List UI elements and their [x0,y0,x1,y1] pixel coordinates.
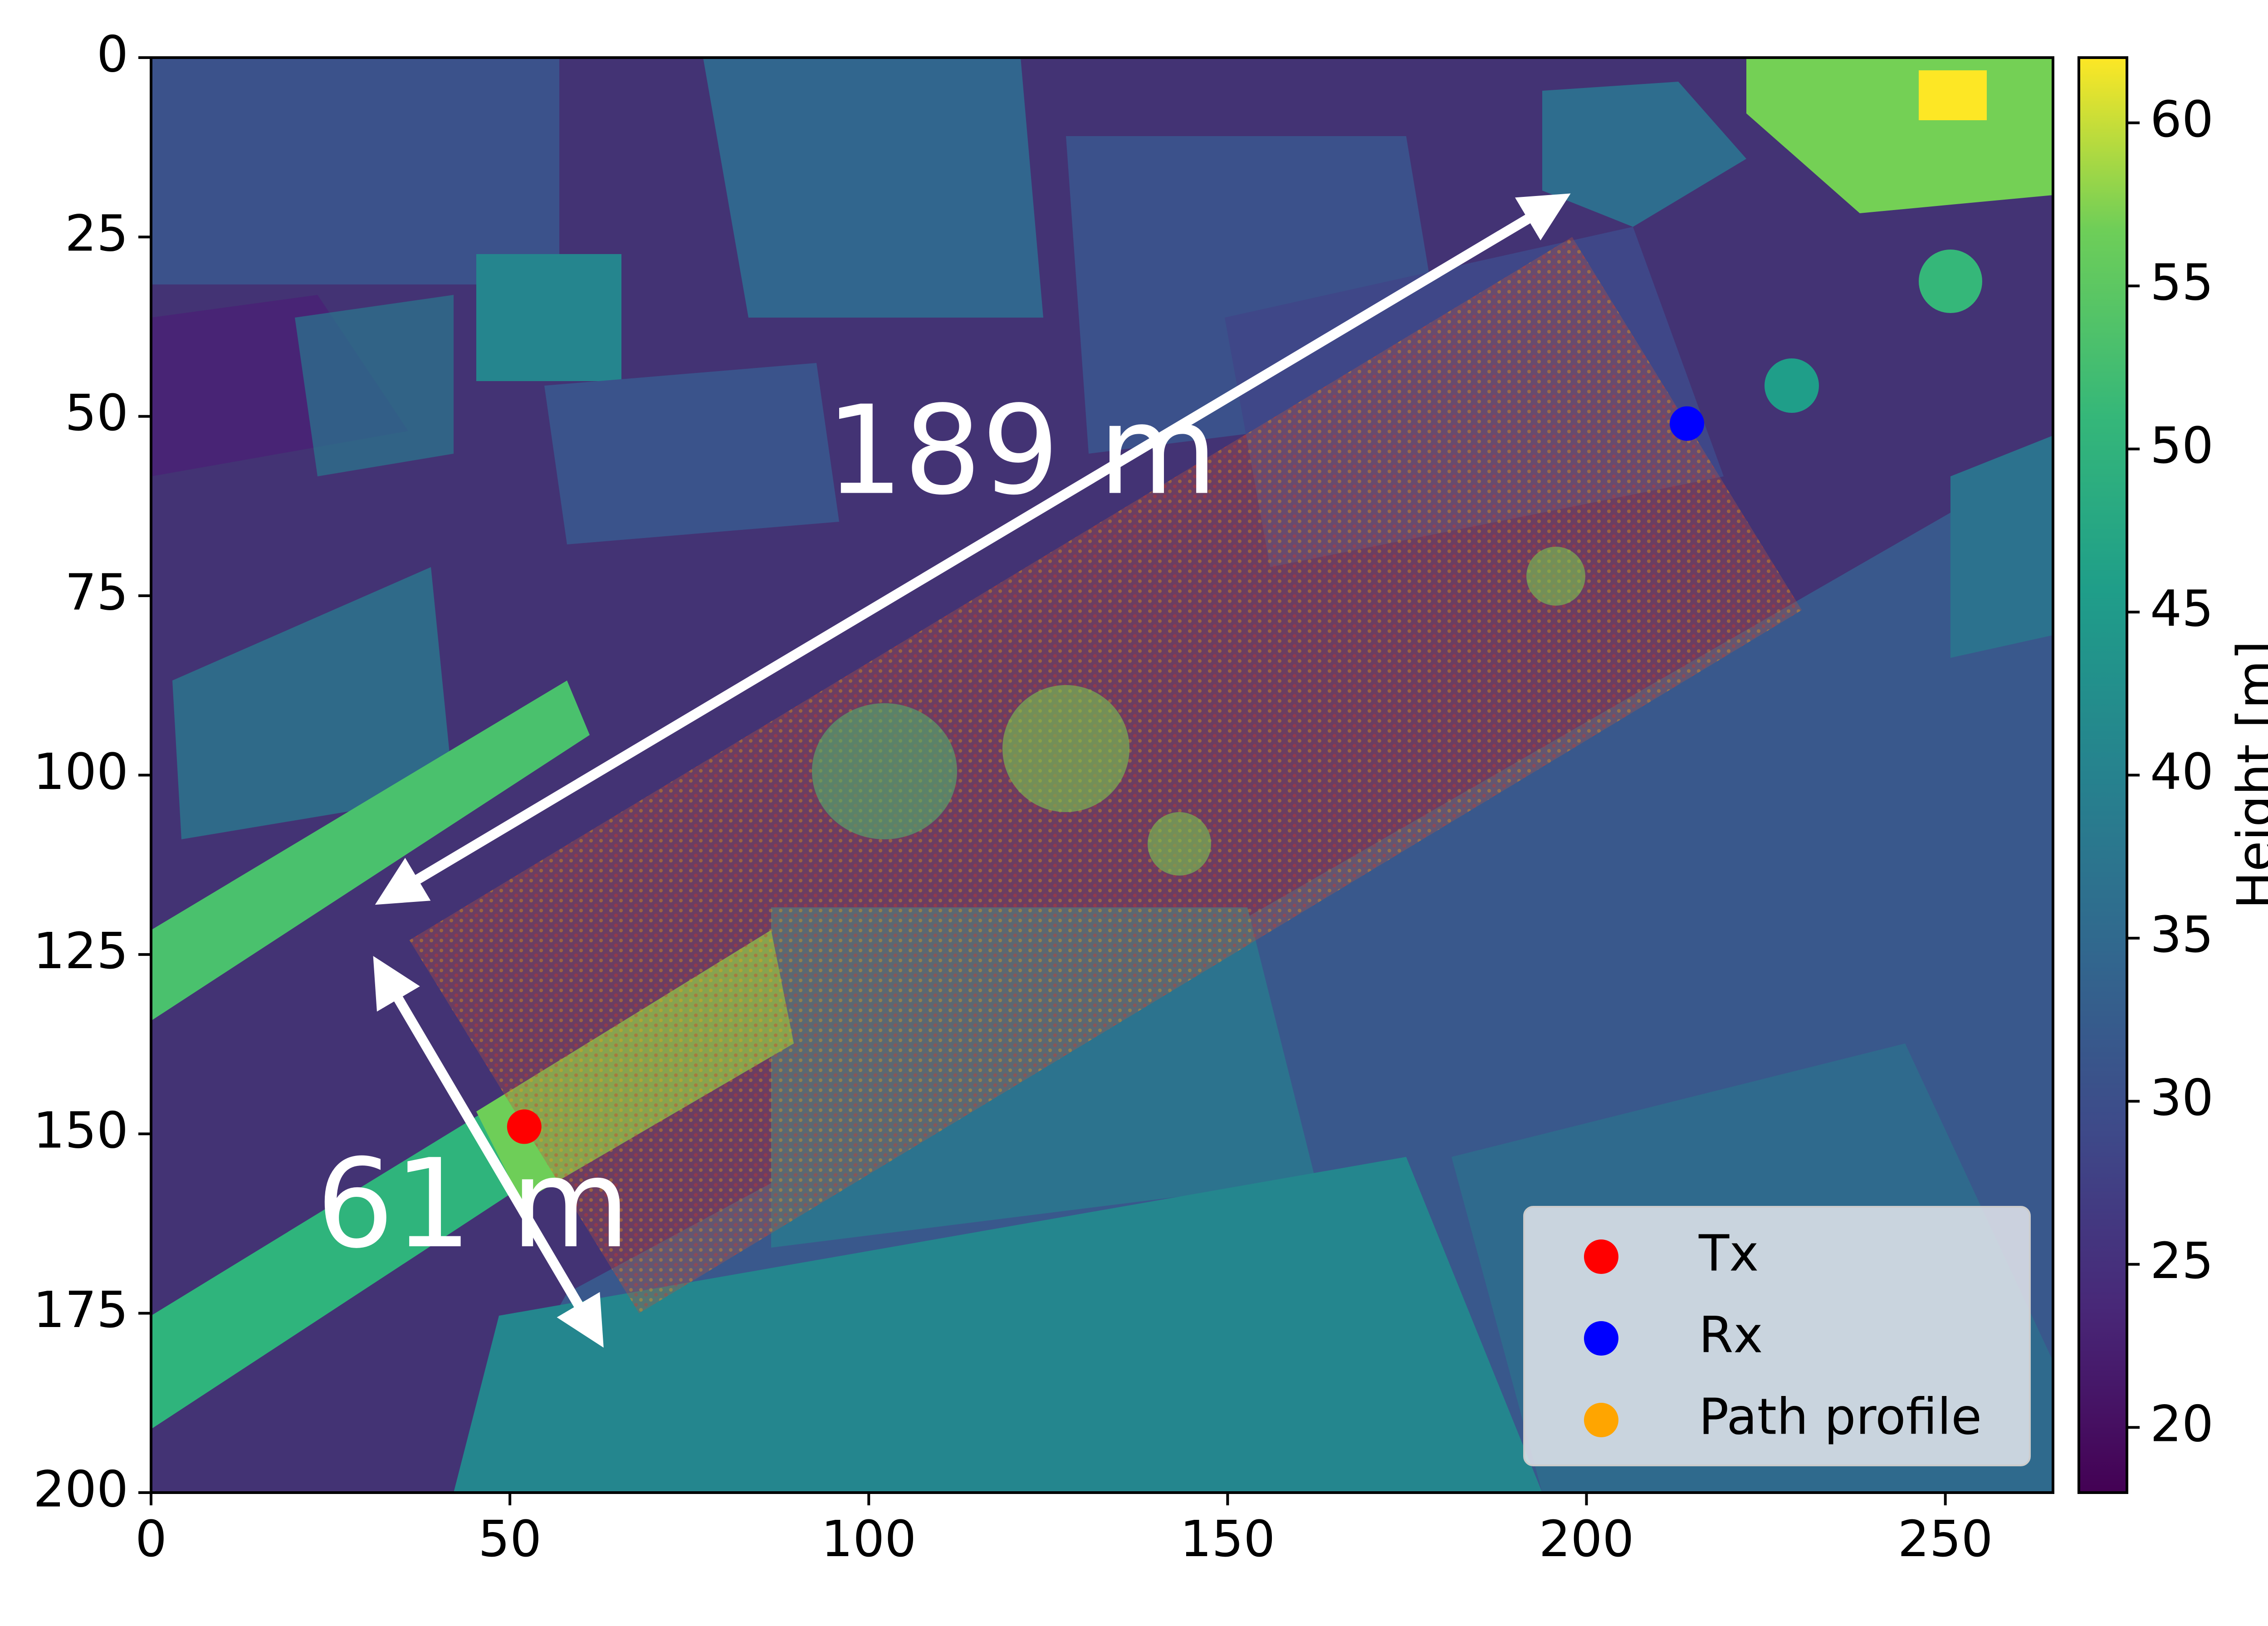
distance-arrow-189 [375,193,1571,905]
distance-label-61: 61 m [316,1132,630,1275]
y-tick-label: 0 [97,25,128,83]
legend-path-marker [1584,1403,1618,1437]
colorbar-tick-label: 25 [2150,1232,2214,1290]
colorbar-gradient [2077,56,2128,1494]
legend-path-label: Path profile [1699,1387,1982,1445]
legend-rx-marker [1584,1321,1618,1356]
colorbar: 20 25 30 35 40 45 50 55 60 Height [m] [2077,56,2268,1494]
y-tick-label: 25 [65,205,128,263]
x-tick-label: 50 [478,1510,542,1568]
x-tick-label: 200 [1539,1510,1634,1568]
legend-tx-label: Tx [1698,1224,1759,1282]
colorbar-label: Height [m] [2226,641,2268,909]
colorbar-tick-label: 30 [2150,1069,2214,1127]
y-tick-label: 125 [33,922,128,980]
distance-label-189: 189 m [826,379,1217,522]
x-tick-label: 100 [821,1510,916,1568]
x-tick-label: 150 [1180,1510,1275,1568]
y-tick-label: 50 [65,384,128,442]
y-tick-label: 200 [33,1460,128,1518]
colorbar-tick-label: 50 [2150,416,2214,475]
distance-arrow-61 [373,956,604,1348]
colorbar-tick-label: 55 [2150,253,2214,311]
x-tick-label: 0 [135,1510,167,1568]
legend-tx-marker [1584,1239,1618,1274]
colorbar-tick-label: 45 [2150,579,2214,637]
y-axis: 0 25 50 75 100 125 150 175 200 [33,25,151,1518]
legend-box [1523,1206,2031,1466]
y-tick-label: 175 [33,1281,128,1339]
y-tick-label: 150 [33,1102,128,1160]
legend: Tx Rx Path profile [1523,1206,2031,1466]
rx-marker [1670,406,1705,441]
colorbar-tick-label: 40 [2150,743,2214,801]
x-tick-label: 250 [1898,1510,1993,1568]
legend-rx-label: Rx [1699,1306,1763,1364]
x-axis: 0 50 100 150 200 250 [135,1493,1993,1568]
colorbar-tick-label: 60 [2150,90,2214,148]
y-tick-label: 100 [33,743,128,801]
tx-marker [507,1109,542,1144]
y-tick-label: 75 [65,563,128,621]
colorbar-ticks: 20 25 30 35 40 45 50 55 60 [2127,90,2214,1453]
colorbar-tick-label: 35 [2150,906,2214,964]
colorbar-tick-label: 20 [2150,1395,2214,1453]
